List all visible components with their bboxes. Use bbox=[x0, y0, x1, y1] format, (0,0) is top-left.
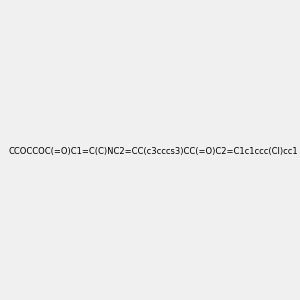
Text: CCOCCOC(=O)C1=C(C)NC2=CC(c3cccs3)CC(=O)C2=C1c1ccc(Cl)cc1: CCOCCOC(=O)C1=C(C)NC2=CC(c3cccs3)CC(=O)C… bbox=[9, 147, 298, 156]
